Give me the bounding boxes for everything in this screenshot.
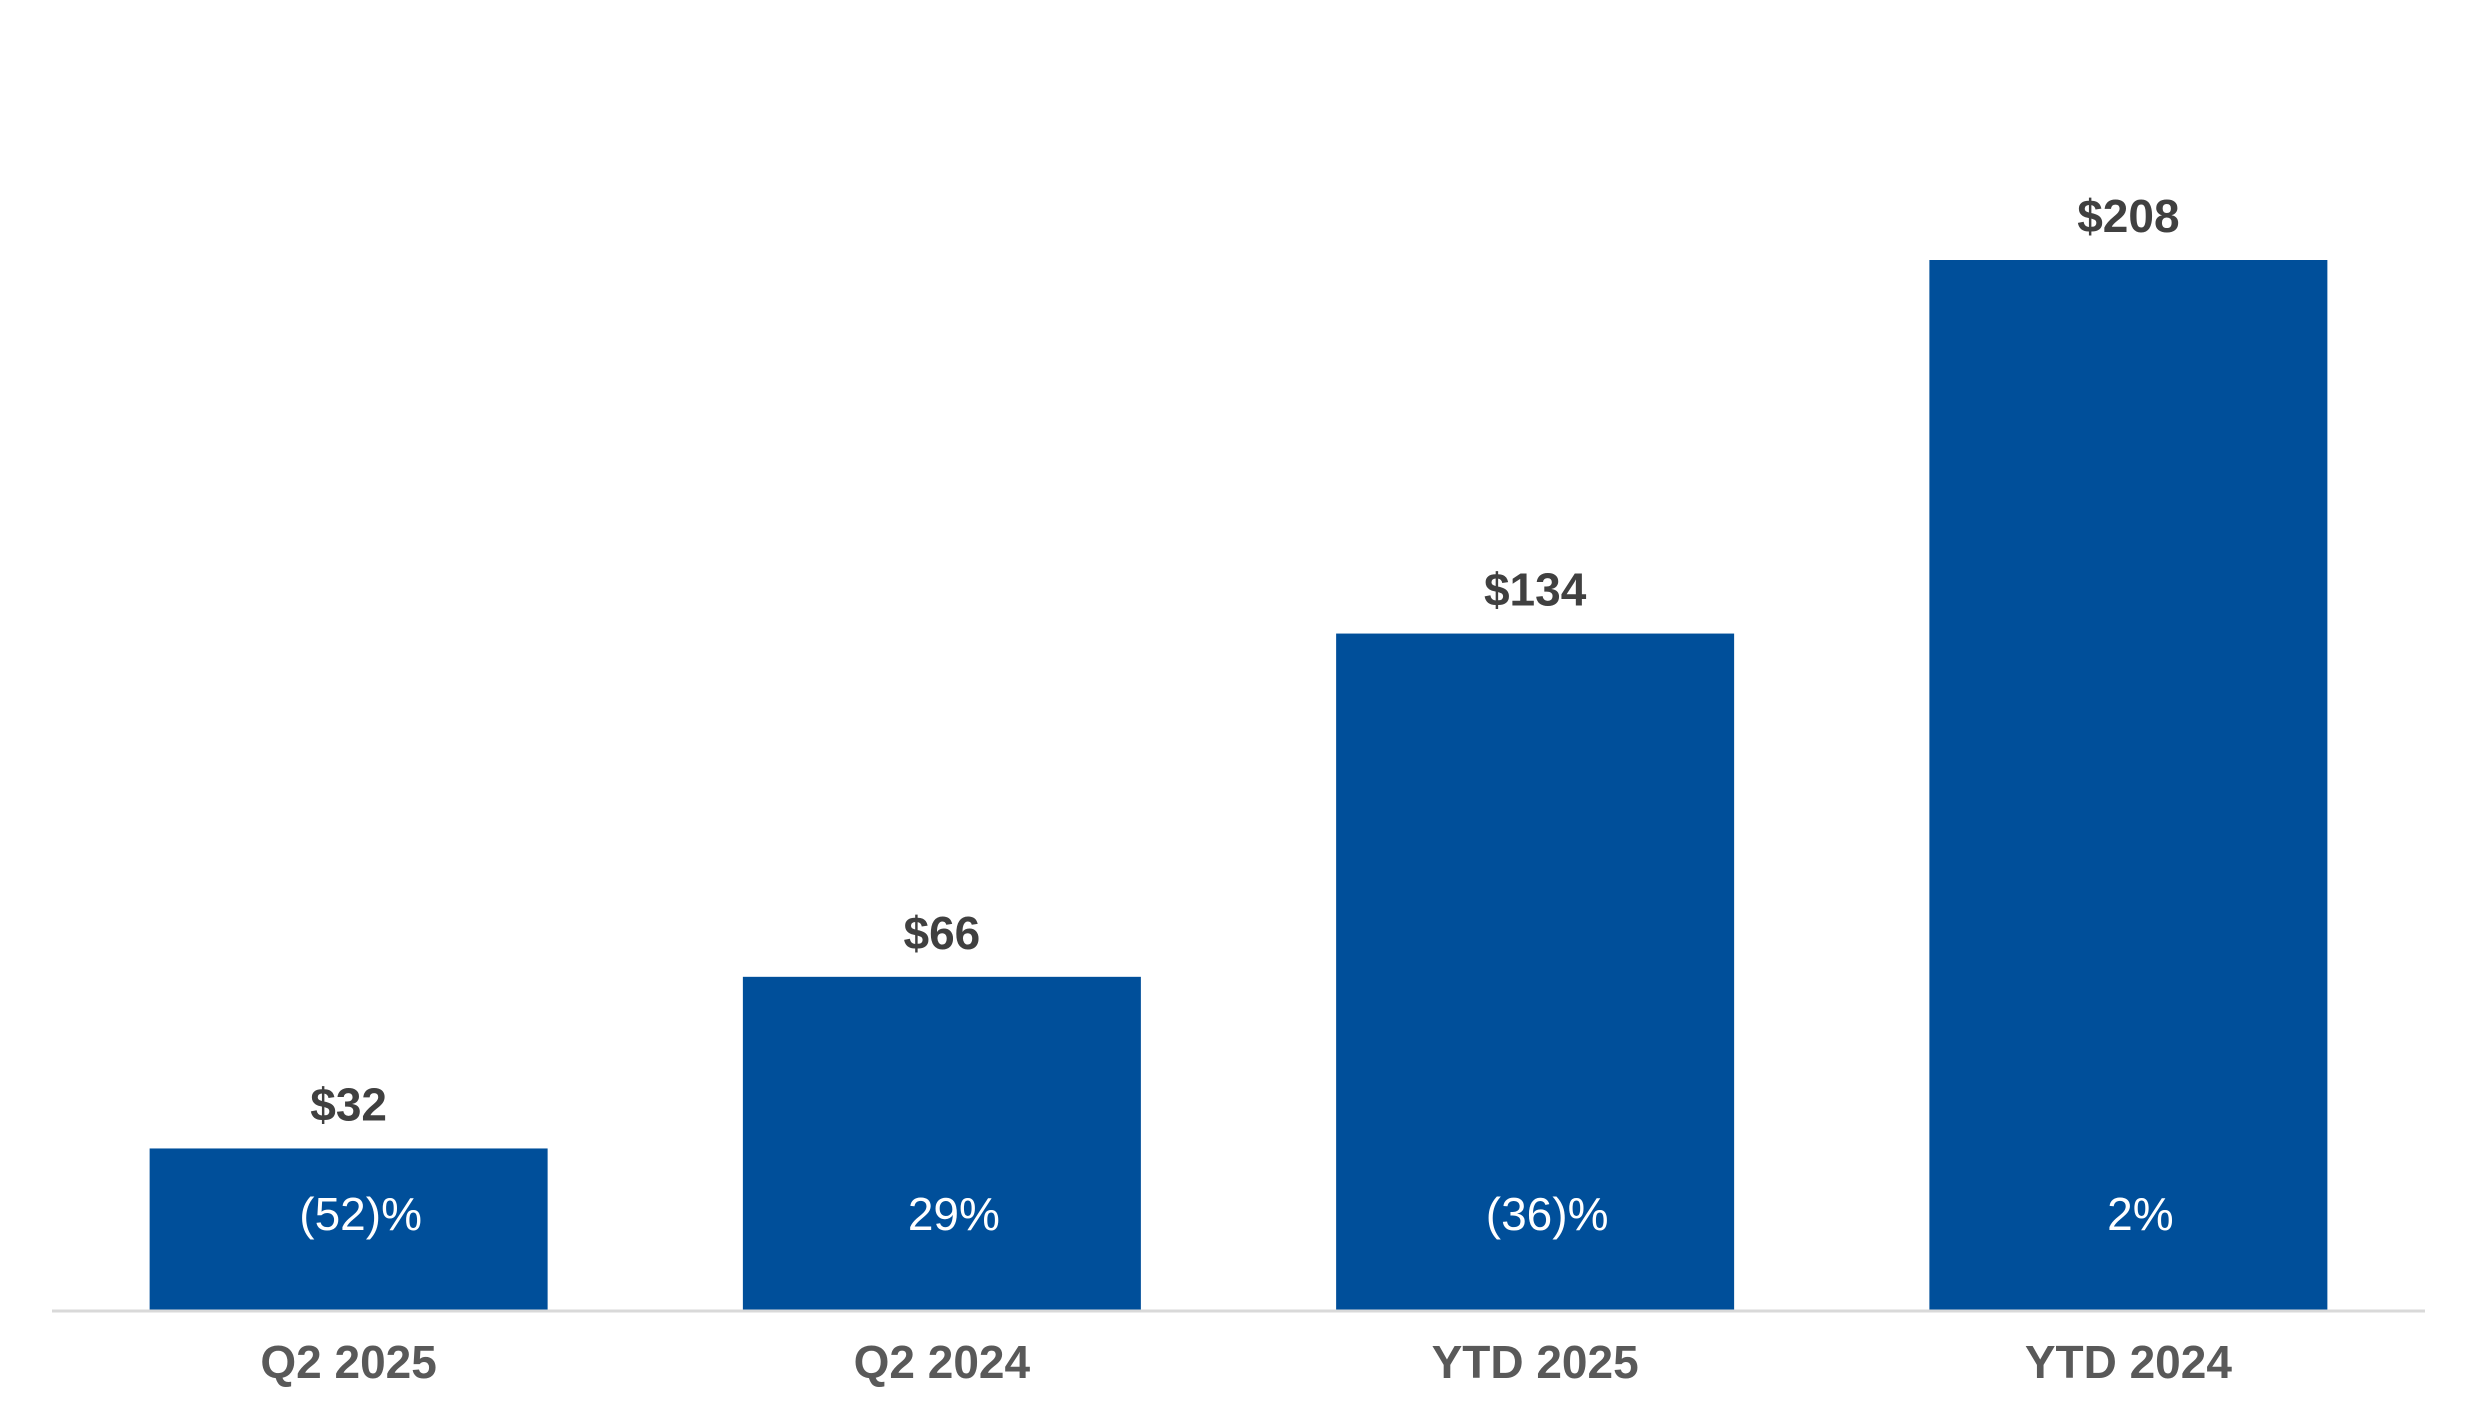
data-label: $134 (1484, 564, 1587, 616)
change-label: (36)% (1486, 1188, 1609, 1240)
bar-ytd-2025 (1336, 633, 1735, 1310)
bars-group (149, 260, 2328, 1310)
x-tick-label: YTD 2025 (1432, 1336, 1639, 1388)
x-tick-label: YTD 2024 (2025, 1336, 2233, 1388)
data-label: $66 (904, 907, 981, 959)
x-tick-label: Q2 2024 (854, 1336, 1031, 1388)
bar-q2-2024 (742, 976, 1141, 1310)
data-label: $208 (2077, 190, 2179, 242)
change-label: 29% (908, 1188, 1000, 1240)
bar-ytd-2024 (1929, 260, 2328, 1310)
x-tick-label: Q2 2025 (260, 1336, 436, 1388)
data-label: $32 (310, 1078, 387, 1130)
bar-q2-2025 (149, 1148, 548, 1310)
labels-group: $32 (52)% Q2 2025 $66 29% Q2 2024 $134 (36)% YTD… (260, 190, 2232, 1388)
change-label: 2% (2107, 1188, 2173, 1240)
change-label: (52)% (299, 1188, 422, 1240)
